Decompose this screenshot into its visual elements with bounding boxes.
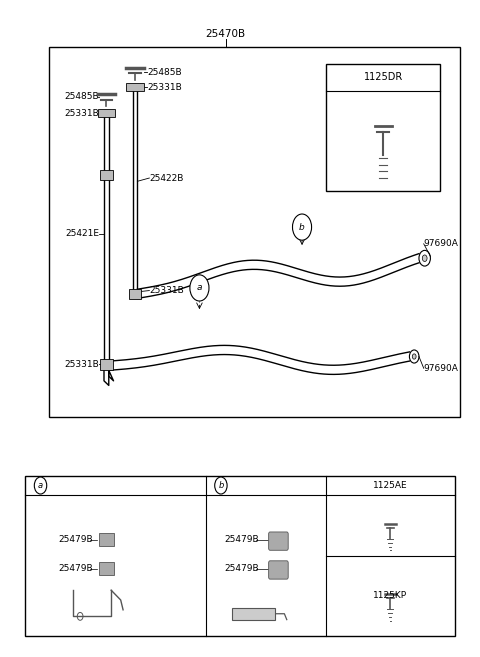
Text: 25331B: 25331B bbox=[149, 286, 184, 295]
FancyBboxPatch shape bbox=[269, 561, 288, 579]
Bar bbox=[25, 476, 455, 636]
Bar bbox=[49, 47, 459, 417]
Bar bbox=[100, 359, 113, 370]
Bar bbox=[326, 64, 441, 191]
Text: b: b bbox=[218, 481, 224, 490]
Text: 25485B: 25485B bbox=[147, 68, 181, 77]
Circle shape bbox=[190, 275, 209, 301]
Bar bbox=[232, 608, 275, 620]
Text: 25479B: 25479B bbox=[59, 564, 93, 573]
Text: 1125AE: 1125AE bbox=[373, 481, 408, 490]
Bar bbox=[129, 288, 141, 299]
Text: 25479B: 25479B bbox=[225, 535, 259, 544]
Bar bbox=[126, 83, 144, 91]
Text: 25331B: 25331B bbox=[64, 360, 99, 369]
Text: 1125DR: 1125DR bbox=[363, 72, 403, 82]
Text: a: a bbox=[197, 283, 202, 292]
Bar bbox=[100, 170, 113, 180]
Circle shape bbox=[215, 477, 227, 494]
Circle shape bbox=[292, 214, 312, 240]
Text: 25421E: 25421E bbox=[65, 229, 99, 238]
Circle shape bbox=[422, 255, 427, 261]
Text: a: a bbox=[38, 481, 43, 490]
Text: 97690A: 97690A bbox=[424, 364, 458, 373]
Text: 97690A: 97690A bbox=[424, 239, 458, 248]
Circle shape bbox=[34, 477, 47, 494]
Bar bbox=[99, 562, 114, 576]
Text: 25331B: 25331B bbox=[147, 83, 182, 91]
Text: 25479B: 25479B bbox=[59, 535, 93, 544]
Text: 25479B: 25479B bbox=[225, 564, 259, 573]
Text: 25422B: 25422B bbox=[149, 173, 184, 183]
Text: 25485B: 25485B bbox=[65, 93, 99, 101]
Text: 1125KP: 1125KP bbox=[373, 591, 408, 600]
Text: 25470B: 25470B bbox=[205, 30, 246, 39]
Circle shape bbox=[412, 354, 416, 359]
Text: b: b bbox=[299, 223, 305, 232]
Bar bbox=[98, 109, 115, 117]
FancyBboxPatch shape bbox=[269, 532, 288, 551]
Bar bbox=[99, 533, 114, 547]
Text: 25331B: 25331B bbox=[64, 109, 99, 118]
